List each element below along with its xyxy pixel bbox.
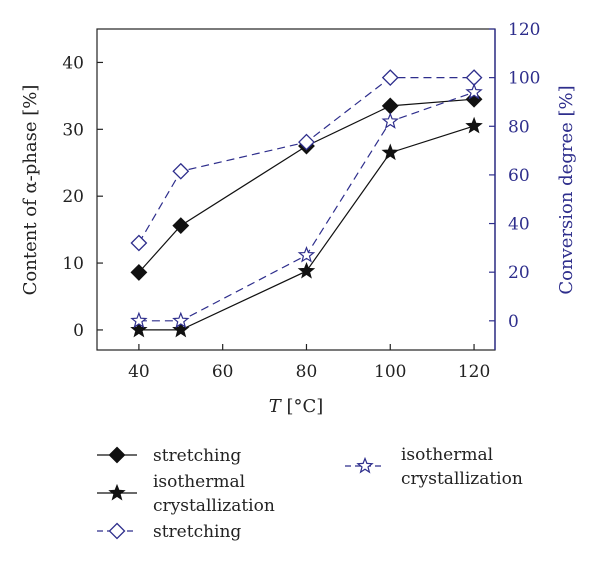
x-tick-label: 80 [296,362,318,382]
legend-item: isothermal crystallization [97,472,275,516]
y-left-tick-label: 40 [62,53,84,73]
data-point [381,112,399,129]
legend-label: isothermal [153,472,245,492]
legend-item: stretching [97,446,241,466]
y-right-tick-label: 60 [508,166,530,186]
data-point [381,97,399,115]
y-right-tick-label: 40 [508,215,530,235]
data-point [130,320,148,338]
y-right-tick-label: 100 [508,69,540,89]
data-point [297,261,316,279]
legend-label: isothermal [401,445,493,465]
legend-marker [108,446,126,464]
data-point [172,217,190,235]
y-right-tick-label: 120 [508,20,540,40]
x-tick-label: 40 [128,362,150,382]
x-tick-label: 60 [212,362,234,382]
legend-item: isothermal crystallization [345,445,523,489]
series-2 [130,69,483,252]
legend-label: stretching [153,522,241,542]
data-point [298,133,315,151]
series-line [138,125,475,331]
data-point [130,264,148,281]
y-left-tick-label: 10 [62,254,84,274]
series-line [138,76,475,244]
data-point [172,162,190,180]
data-point [297,246,316,263]
y-axis-label-right: Conversion degree [%] [556,85,577,294]
y-right-tick-label: 80 [508,117,530,137]
legend-item: stretching [97,522,241,542]
data-point [465,83,483,100]
legend: stretching isothermal crystallization stret… [97,445,523,542]
series-1 [130,116,483,338]
y-axis-label-left: Content of α-phase [%] [20,85,41,296]
y-left-tick-label: 30 [62,120,84,140]
legend-marker [108,483,126,501]
y-left-tick-label: 20 [62,187,84,207]
y-right-tick-label: 20 [508,263,530,283]
plot-frame [96,28,496,351]
y-left-tick-label: 0 [73,321,84,341]
data-point [381,143,399,161]
data-point [130,311,148,329]
legend-label: stretching [153,446,241,466]
data-point [172,311,190,329]
legend-label: crystallization [153,496,275,516]
series-line [138,91,475,322]
data-point [465,69,483,87]
legend-label: crystallization [401,469,523,489]
series-3 [130,83,483,329]
legend-marker [356,456,374,474]
data-point [172,320,190,338]
x-tick-label: 120 [458,362,490,382]
legend-marker [108,522,126,540]
data-point [465,116,483,134]
y-right-tick-label: 0 [508,312,519,332]
x-tick-label: 100 [374,362,406,382]
data-point [381,69,399,87]
data-point [130,234,148,252]
x-axis-label: T [°C] [269,396,324,417]
